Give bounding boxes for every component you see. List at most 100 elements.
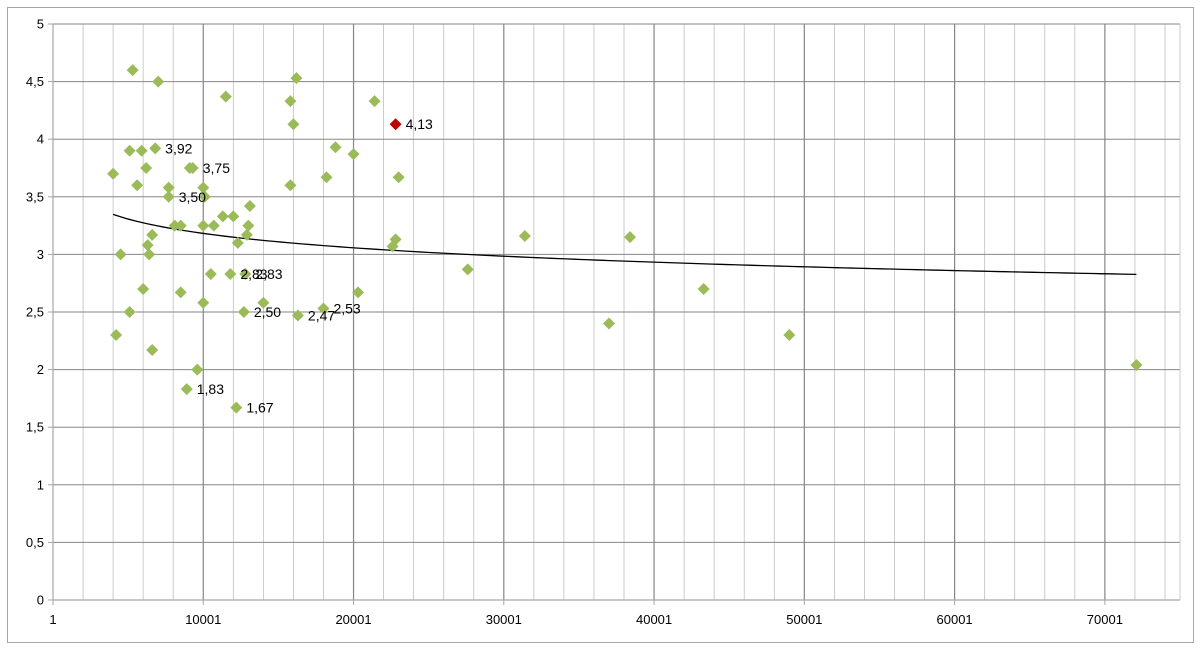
data-point	[461, 263, 474, 276]
y-tick-label: 3	[37, 247, 44, 262]
data-label: 2,47	[308, 307, 335, 323]
data-point	[243, 200, 256, 213]
data-point-highlight	[389, 118, 402, 131]
data-point	[110, 329, 123, 342]
data-point	[347, 148, 360, 161]
data-point	[123, 144, 136, 157]
data-point	[291, 309, 304, 322]
x-tick-label: 70001	[1087, 612, 1123, 627]
data-point	[140, 162, 153, 174]
x-tick-label: 1	[49, 612, 56, 627]
data-point	[290, 72, 303, 85]
data-point	[368, 95, 381, 108]
data-point	[107, 167, 120, 180]
y-tick-label: 1	[37, 477, 44, 492]
data-point	[149, 142, 162, 155]
data-point	[240, 228, 253, 241]
data-label: 2,83	[255, 266, 282, 282]
data-point	[186, 162, 199, 174]
data-labels-layer: 4,13 3,92 3,75 3,50 2,832,83 2,50 2,472,53 1,83…	[165, 116, 433, 415]
data-label: 3,92	[165, 140, 192, 156]
chart-frame	[7, 7, 1194, 643]
y-tick-label: 4,5	[26, 74, 44, 89]
y-tick-label: 1,5	[26, 420, 44, 435]
data-point	[518, 229, 531, 242]
data-point	[257, 296, 270, 309]
data-point	[207, 219, 220, 232]
x-tick-label: 20001	[335, 612, 371, 627]
data-point	[352, 286, 365, 299]
data-point	[284, 179, 297, 192]
data-label: 2,83	[240, 266, 267, 282]
data-point	[174, 219, 187, 232]
data-label: 4,13	[406, 116, 433, 132]
data-point	[287, 118, 300, 131]
data-point	[284, 95, 297, 108]
data-point	[141, 239, 154, 252]
trendline-layer	[112, 213, 1137, 276]
data-point	[114, 248, 127, 261]
data-point	[392, 171, 405, 184]
x-tick-label: 60001	[937, 612, 973, 627]
y-tick-label: 0	[37, 593, 44, 608]
data-point	[168, 219, 181, 232]
data-point	[204, 267, 217, 280]
data-point	[239, 267, 252, 280]
x-tick-label: 10001	[185, 612, 221, 627]
data-point	[197, 181, 210, 194]
data-point	[135, 144, 148, 157]
data-point	[143, 248, 156, 261]
data-point	[197, 296, 210, 309]
data-label: 1,67	[246, 400, 273, 416]
data-point	[198, 190, 211, 203]
y-tick-label: 2	[37, 362, 44, 377]
y-tick-label: 3,5	[26, 189, 44, 204]
data-point	[180, 383, 193, 396]
data-point	[602, 317, 615, 330]
x-tick-label: 50001	[786, 612, 822, 627]
y-tick-label: 2,5	[26, 305, 44, 320]
data-label: 3,50	[179, 189, 206, 205]
data-point	[231, 236, 244, 249]
data-point	[191, 363, 204, 376]
data-point	[224, 267, 237, 280]
grid-layer	[53, 23, 1180, 600]
data-point	[197, 219, 210, 232]
data-point	[174, 286, 187, 299]
data-point	[237, 306, 250, 318]
data-point	[320, 171, 333, 184]
data-point	[227, 210, 240, 223]
y-tick-label: 4	[37, 132, 44, 147]
y-tick-label: 5	[37, 17, 44, 32]
data-point	[783, 329, 796, 342]
data-point	[329, 141, 342, 154]
data-point	[219, 90, 232, 103]
data-point	[162, 190, 175, 203]
data-point	[697, 282, 710, 295]
data-point	[131, 179, 144, 192]
data-point	[162, 181, 175, 194]
data-point	[230, 401, 243, 414]
data-point	[317, 302, 330, 315]
x-tick-label: 40001	[636, 612, 672, 627]
trendline	[112, 213, 1137, 276]
data-point	[146, 228, 159, 241]
data-label: 1,83	[197, 381, 224, 397]
points-layer	[107, 64, 1143, 414]
data-point	[216, 210, 229, 223]
data-point	[137, 282, 150, 295]
data-label: 3,75	[203, 160, 230, 176]
data-label: 2,50	[254, 304, 281, 320]
data-point	[386, 240, 399, 253]
y-tick-label: 0,5	[26, 535, 44, 550]
data-point	[126, 64, 139, 77]
x-tick-label: 30001	[486, 612, 522, 627]
data-point	[1130, 358, 1143, 371]
data-label: 2,53	[333, 301, 360, 317]
axis-layer: 00,511,522,533,544,551 10001 20001 30001 400…	[26, 17, 1181, 627]
data-point	[146, 344, 159, 357]
data-point	[123, 306, 136, 318]
data-point	[624, 231, 637, 244]
data-point	[152, 75, 165, 88]
